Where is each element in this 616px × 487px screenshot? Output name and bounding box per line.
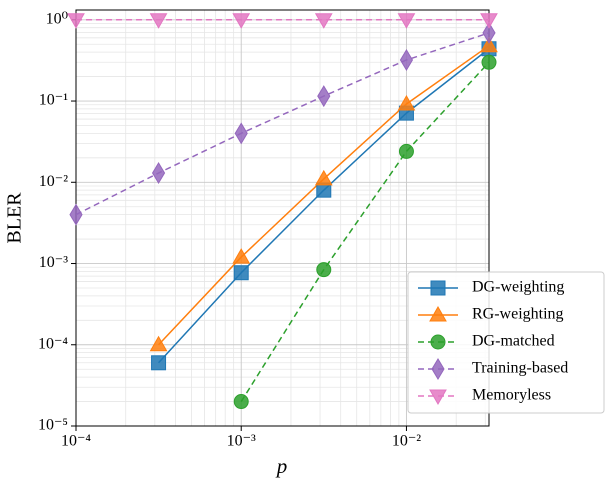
marker	[314, 13, 333, 29]
marker	[69, 203, 83, 226]
series-line	[76, 32, 490, 216]
marker	[233, 394, 249, 410]
legend-marker	[430, 334, 446, 350]
y-tick-label: 10⁻⁴	[38, 335, 68, 352]
marker	[316, 262, 332, 278]
marker	[481, 54, 497, 70]
x-tick-label: 10⁻⁴	[61, 433, 91, 450]
marker	[397, 94, 416, 111]
marker	[151, 162, 166, 184]
legend-label: RG-weighting	[472, 306, 564, 323]
y-axis-label: BLER	[4, 192, 26, 244]
legend-box	[407, 271, 605, 414]
legend-marker	[429, 389, 447, 406]
x-tick-label: 10⁻²	[392, 433, 421, 450]
legend-label: DG-matched	[472, 333, 555, 350]
marker	[151, 355, 167, 371]
x-tick-label: 10⁻³	[227, 433, 256, 450]
legend-marker	[431, 358, 445, 380]
marker	[397, 13, 416, 29]
legend-label: Training-based	[472, 360, 568, 377]
marker	[232, 248, 251, 264]
marker	[480, 13, 498, 29]
y-tick-label: 10⁰	[46, 10, 68, 27]
marker	[234, 122, 248, 145]
marker	[149, 335, 168, 352]
legend-marker	[429, 305, 447, 322]
marker	[317, 85, 331, 108]
marker	[398, 143, 414, 159]
legend-label: Memoryless	[472, 387, 551, 404]
marker	[399, 49, 414, 71]
marker	[149, 13, 168, 29]
legend-marker	[430, 280, 446, 296]
marker	[482, 21, 496, 44]
y-tick-label: 10⁻²	[39, 173, 68, 190]
marker	[233, 265, 249, 281]
marker	[480, 36, 498, 53]
legend: DG-weighting RG-weighting DG-matched Traini…	[407, 271, 605, 414]
y-tick-label: 10⁻¹	[39, 92, 68, 109]
legend-label: DG-weighting	[472, 279, 564, 296]
x-axis-label: p	[275, 454, 288, 478]
marker	[314, 169, 333, 186]
series-line	[240, 61, 490, 402]
marker	[67, 13, 85, 29]
y-tick-label: 10⁻³	[39, 254, 68, 271]
marker	[232, 13, 251, 29]
y-tick-label: 10⁻⁵	[38, 417, 68, 434]
